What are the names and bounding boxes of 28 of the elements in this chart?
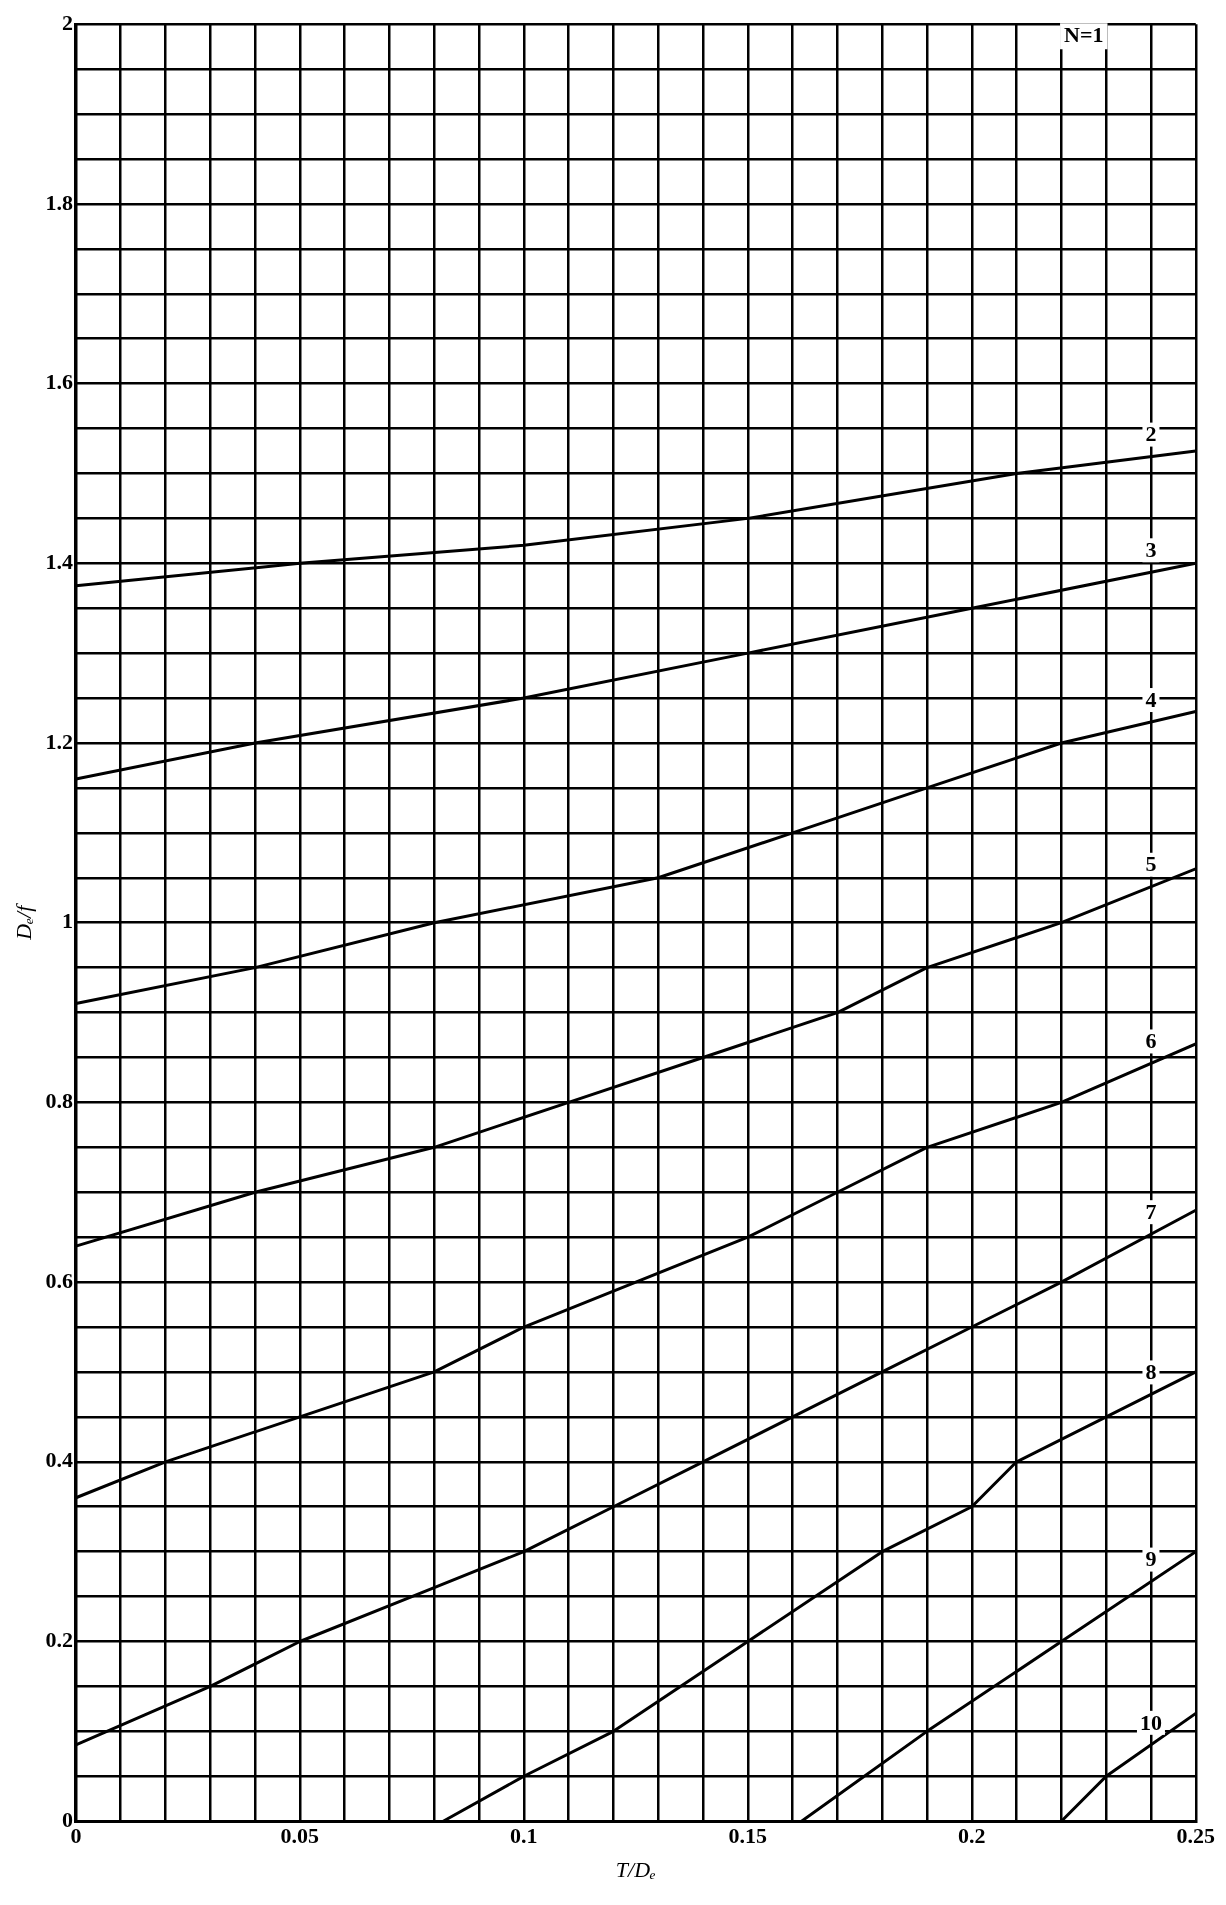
y-tick-label: 0.4 — [45, 1447, 73, 1473]
annotation: N=1 — [1064, 21, 1104, 47]
y-tick-label: 1 — [61, 908, 73, 934]
y-tick-label: 0.2 — [45, 1627, 73, 1653]
y-tick-label: 0.6 — [45, 1267, 73, 1293]
y-tick-label: 1.2 — [45, 728, 73, 754]
x-tick-label: 0.15 — [728, 1823, 768, 1849]
y-tick-label: 1.4 — [45, 548, 73, 574]
y-tick-label: 2 — [61, 9, 73, 35]
y-axis-title: Dₑ/f — [10, 902, 36, 941]
x-tick-label: 0.2 — [958, 1823, 986, 1849]
series-label: 5 — [1145, 851, 1157, 877]
x-tick-label: 0.25 — [1176, 1823, 1215, 1849]
series-label: 4 — [1145, 686, 1157, 712]
x-tick-label: 0.1 — [510, 1823, 538, 1849]
series-label: 2 — [1145, 421, 1157, 447]
y-tick-label: 1.8 — [45, 189, 73, 215]
series-label: 3 — [1145, 536, 1157, 562]
x-axis-title: T/Dₑ — [615, 1856, 657, 1882]
series-label: 7 — [1145, 1198, 1157, 1224]
x-tick-label: 0.05 — [280, 1823, 320, 1849]
y-tick-label: 0.8 — [45, 1088, 73, 1114]
series-label: 9 — [1145, 1546, 1157, 1572]
series-label: 8 — [1145, 1359, 1157, 1385]
y-tick-label: 0 — [61, 1806, 73, 1832]
series-label: 6 — [1145, 1028, 1157, 1054]
series-label: 10 — [1139, 1709, 1162, 1735]
y-tick-label: 1.6 — [45, 369, 73, 395]
